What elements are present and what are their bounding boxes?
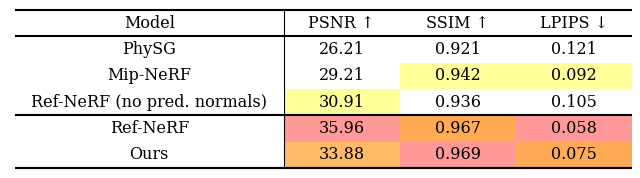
Text: 26.21: 26.21 [319,41,365,58]
Text: 0.969: 0.969 [435,146,481,163]
Bar [399,115,516,142]
Text: PSNR ↑: PSNR ↑ [308,15,375,32]
Text: 0.092: 0.092 [551,67,596,84]
Bar [516,63,632,89]
Text: 0.936: 0.936 [435,94,481,111]
Text: 0.942: 0.942 [435,67,481,84]
Text: 33.88: 33.88 [319,146,365,163]
Bar [399,63,516,89]
Text: 0.058: 0.058 [551,120,596,137]
Text: Ref-NeRF (no pred. normals): Ref-NeRF (no pred. normals) [31,94,268,111]
Bar [516,142,632,168]
Text: LPIPS ↓: LPIPS ↓ [540,15,607,32]
Bar [284,89,399,115]
Bar [284,142,399,168]
Text: Ours: Ours [129,146,169,163]
Text: Ref-NeRF: Ref-NeRF [109,120,189,137]
Bar [284,115,399,142]
Text: 0.105: 0.105 [551,94,596,111]
Text: Mip-NeRF: Mip-NeRF [108,67,191,84]
Text: SSIM ↑: SSIM ↑ [426,15,489,32]
Bar [516,115,632,142]
Text: 30.91: 30.91 [319,94,365,111]
Text: 35.96: 35.96 [319,120,365,137]
Text: 0.921: 0.921 [435,41,481,58]
Text: 0.967: 0.967 [435,120,481,137]
Text: 0.121: 0.121 [551,41,596,58]
Text: PhySG: PhySG [122,41,176,58]
Text: Model: Model [124,15,175,32]
Text: 0.075: 0.075 [551,146,596,163]
Text: 29.21: 29.21 [319,67,365,84]
Bar [399,142,516,168]
